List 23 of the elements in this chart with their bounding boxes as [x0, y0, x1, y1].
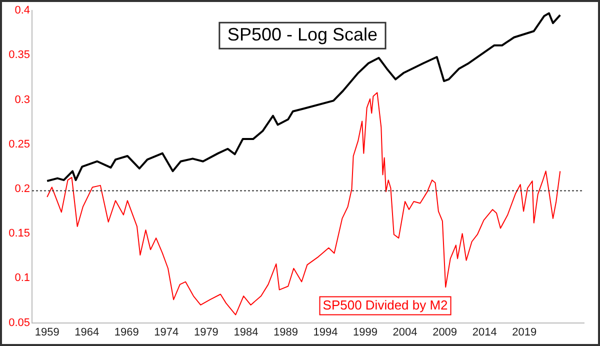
y-tick-label: 0.4: [14, 4, 30, 17]
x-tick-label: 1959: [34, 326, 60, 338]
x-tick-label: 1969: [114, 326, 139, 338]
x-tick-label: 2004: [392, 326, 418, 338]
x-tick-label: 1989: [273, 326, 298, 338]
y-tick-label: 0.2: [14, 183, 30, 196]
y-tick-label: 0.35: [8, 49, 30, 62]
y-tick-label: 0.05: [8, 316, 30, 329]
x-tick-label: 1994: [313, 326, 338, 338]
x-tick-label: 1974: [154, 326, 179, 338]
y-tick-label: 0.25: [8, 138, 30, 150]
x-tick-label: 2009: [432, 326, 458, 338]
x-tick-label: 2014: [472, 326, 497, 338]
y-tick-label: 0.15: [8, 228, 30, 240]
x-tick-label: 1979: [194, 326, 218, 338]
y-tick-label: 0.1: [14, 272, 30, 284]
x-tick-label: 1999: [353, 326, 378, 338]
x-tick-label: 1964: [74, 326, 100, 338]
x-tick-label: 2019: [512, 326, 537, 338]
text: SP500 - Log Scale: [227, 24, 378, 45]
x-tick-label: 1984: [234, 326, 258, 338]
y-tick-label: 0.3: [14, 94, 30, 106]
series-label: SP500 Divided by M2: [322, 297, 448, 312]
